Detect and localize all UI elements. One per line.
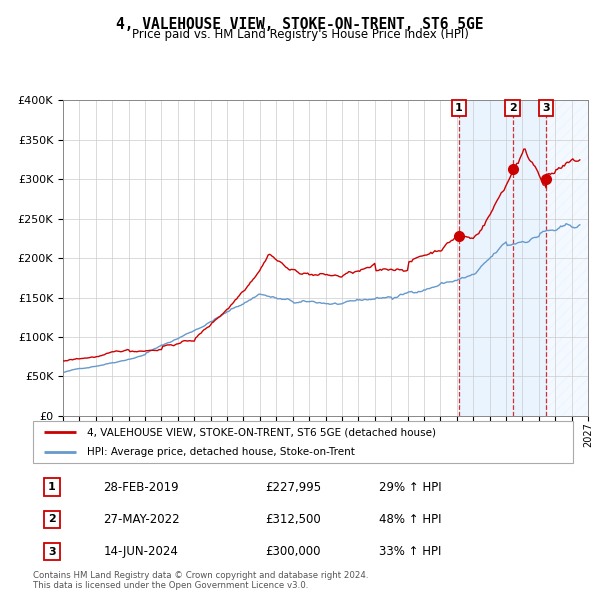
- Text: 14-JUN-2024: 14-JUN-2024: [103, 545, 178, 558]
- Bar: [546, 100, 588, 416]
- Text: 1: 1: [455, 103, 463, 113]
- Text: Price paid vs. HM Land Registry's House Price Index (HPI): Price paid vs. HM Land Registry's House …: [131, 28, 469, 41]
- Text: 29% ↑ HPI: 29% ↑ HPI: [379, 481, 441, 494]
- Text: 33% ↑ HPI: 33% ↑ HPI: [379, 545, 441, 558]
- Text: £312,500: £312,500: [265, 513, 321, 526]
- Text: 28-FEB-2019: 28-FEB-2019: [103, 481, 179, 494]
- Bar: [459, 100, 546, 416]
- Text: 3: 3: [48, 546, 56, 556]
- Text: £300,000: £300,000: [265, 545, 320, 558]
- Text: 27-MAY-2022: 27-MAY-2022: [103, 513, 180, 526]
- Text: Contains HM Land Registry data © Crown copyright and database right 2024.
This d: Contains HM Land Registry data © Crown c…: [33, 571, 368, 590]
- FancyBboxPatch shape: [33, 421, 573, 463]
- Text: 2: 2: [509, 103, 517, 113]
- Text: HPI: Average price, detached house, Stoke-on-Trent: HPI: Average price, detached house, Stok…: [87, 447, 355, 457]
- Text: 2: 2: [48, 514, 56, 525]
- Text: 48% ↑ HPI: 48% ↑ HPI: [379, 513, 441, 526]
- Text: 4, VALEHOUSE VIEW, STOKE-ON-TRENT, ST6 5GE (detached house): 4, VALEHOUSE VIEW, STOKE-ON-TRENT, ST6 5…: [87, 427, 436, 437]
- Text: 3: 3: [542, 103, 550, 113]
- Text: £227,995: £227,995: [265, 481, 322, 494]
- Text: 4, VALEHOUSE VIEW, STOKE-ON-TRENT, ST6 5GE: 4, VALEHOUSE VIEW, STOKE-ON-TRENT, ST6 5…: [116, 17, 484, 31]
- Text: 1: 1: [48, 483, 56, 492]
